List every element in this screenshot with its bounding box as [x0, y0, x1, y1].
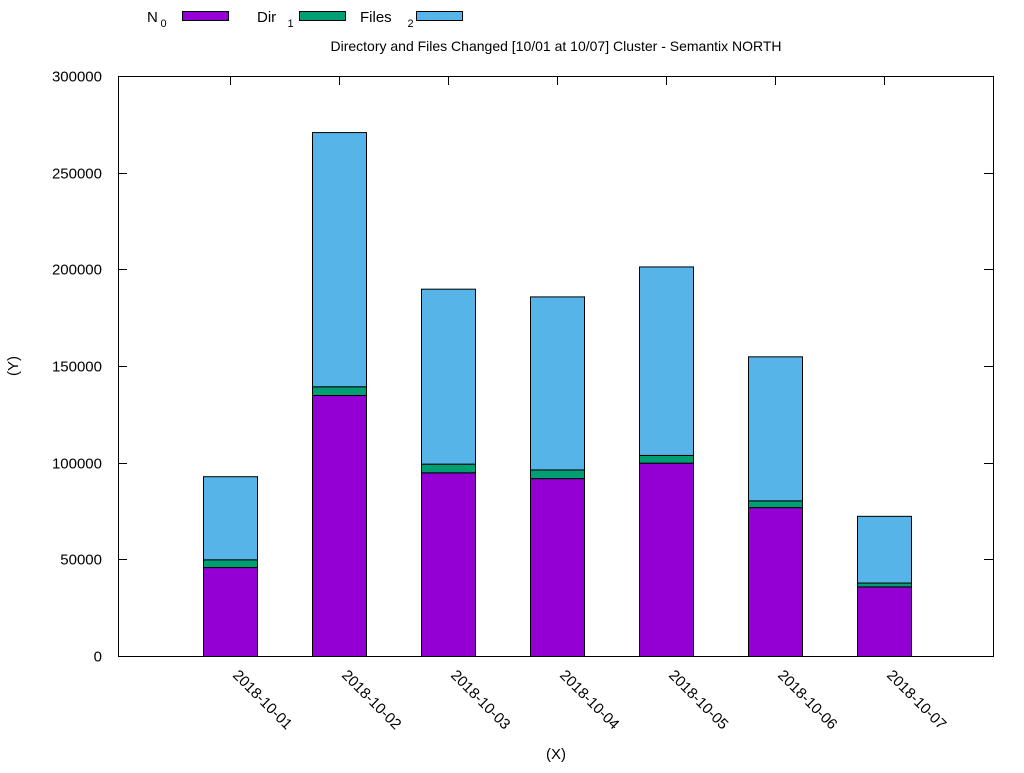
y-tick-label: 300000	[52, 69, 102, 86]
bars	[203, 132, 912, 658]
bar-n-2018-10-06	[748, 507, 803, 657]
bar-n-2018-10-02	[312, 395, 367, 657]
x-tick-label: 2018-10-02	[338, 667, 404, 733]
legend-label-files: Files	[360, 9, 392, 26]
bar-files-2018-10-01	[203, 476, 258, 561]
legend-subscript-files: 2	[408, 18, 414, 30]
x-tick-label: 2018-10-01	[229, 667, 295, 733]
bar-dir-2018-10-04	[530, 469, 585, 480]
bar-dir-2018-10-06	[748, 500, 803, 509]
legend-label-n: N	[147, 9, 158, 26]
chart-title: Directory and Files Changed [10/01 at 10…	[330, 38, 781, 54]
y-tick-label: 250000	[52, 166, 102, 183]
bar-dir-2018-10-03	[421, 463, 476, 474]
bar-n-2018-10-01	[203, 567, 258, 657]
bar-files-2018-10-06	[748, 356, 803, 502]
legend-subscript-n: 0	[161, 18, 167, 30]
y-axis-label: (Y)	[5, 356, 22, 376]
y-tick-label: 0	[94, 649, 102, 666]
legend-swatch-dir	[299, 11, 346, 21]
legend: N 0 Dir 1 Files 2	[147, 9, 463, 30]
axis-ticks: 0 50000 100000 150000 200000 250000 300000 2018…	[52, 69, 993, 733]
bar-files-2018-10-05	[639, 266, 694, 456]
y-tick-label: 150000	[52, 359, 102, 376]
bar-n-2018-10-03	[421, 472, 476, 658]
y-tick-label: 100000	[52, 456, 102, 473]
bar-files-2018-10-04	[530, 296, 585, 471]
x-axis-label: (X)	[546, 746, 566, 763]
bar-n-2018-10-05	[639, 462, 694, 657]
legend-subscript-dir: 1	[288, 18, 294, 30]
bar-files-2018-10-02	[312, 132, 367, 388]
legend-swatch-n	[182, 11, 229, 21]
bar-n-2018-10-07	[857, 586, 912, 658]
legend-swatch-files	[416, 11, 463, 21]
bar-dir-2018-10-01	[203, 559, 258, 569]
plot-frame	[118, 76, 994, 657]
bar-dir-2018-10-05	[639, 454, 694, 464]
legend-label-dir: Dir	[257, 9, 276, 26]
bar-dir-2018-10-02	[312, 386, 367, 396]
x-tick-label: 2018-10-07	[883, 667, 949, 733]
y-tick-label: 200000	[52, 262, 102, 279]
x-tick-label: 2018-10-06	[774, 667, 840, 733]
bar-files-2018-10-07	[857, 515, 912, 584]
x-tick-label: 2018-10-04	[556, 667, 622, 733]
bar-n-2018-10-04	[530, 478, 585, 657]
bar-dir-2018-10-07	[857, 582, 912, 588]
bar-files-2018-10-03	[421, 288, 476, 465]
x-tick-label: 2018-10-03	[447, 667, 513, 733]
y-tick-label: 50000	[60, 552, 102, 569]
x-tick-label: 2018-10-05	[665, 667, 731, 733]
